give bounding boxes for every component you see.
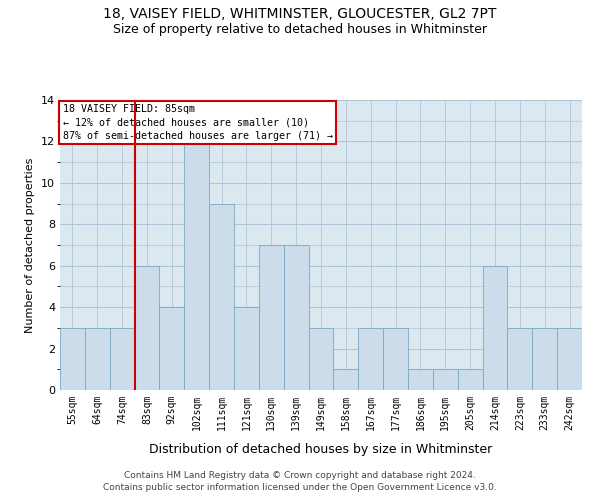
Text: 18 VAISEY FIELD: 85sqm
← 12% of detached houses are smaller (10)
87% of semi-det: 18 VAISEY FIELD: 85sqm ← 12% of detached…: [62, 104, 332, 141]
Bar: [408, 370, 433, 390]
Bar: [383, 328, 408, 390]
Text: Size of property relative to detached houses in Whitminster: Size of property relative to detached ho…: [113, 22, 487, 36]
Bar: [110, 328, 134, 390]
Bar: [557, 328, 582, 390]
Bar: [482, 266, 508, 390]
Bar: [160, 307, 184, 390]
Y-axis label: Number of detached properties: Number of detached properties: [25, 158, 35, 332]
Bar: [259, 245, 284, 390]
Bar: [308, 328, 334, 390]
Bar: [60, 328, 85, 390]
Bar: [433, 370, 458, 390]
Bar: [85, 328, 110, 390]
Text: Contains HM Land Registry data © Crown copyright and database right 2024.
Contai: Contains HM Land Registry data © Crown c…: [103, 471, 497, 492]
Bar: [458, 370, 482, 390]
Bar: [284, 245, 308, 390]
Bar: [234, 307, 259, 390]
Bar: [508, 328, 532, 390]
Bar: [184, 142, 209, 390]
Bar: [532, 328, 557, 390]
Bar: [209, 204, 234, 390]
Text: Distribution of detached houses by size in Whitminster: Distribution of detached houses by size …: [149, 442, 493, 456]
Text: 18, VAISEY FIELD, WHITMINSTER, GLOUCESTER, GL2 7PT: 18, VAISEY FIELD, WHITMINSTER, GLOUCESTE…: [103, 8, 497, 22]
Bar: [134, 266, 160, 390]
Bar: [334, 370, 358, 390]
Bar: [358, 328, 383, 390]
